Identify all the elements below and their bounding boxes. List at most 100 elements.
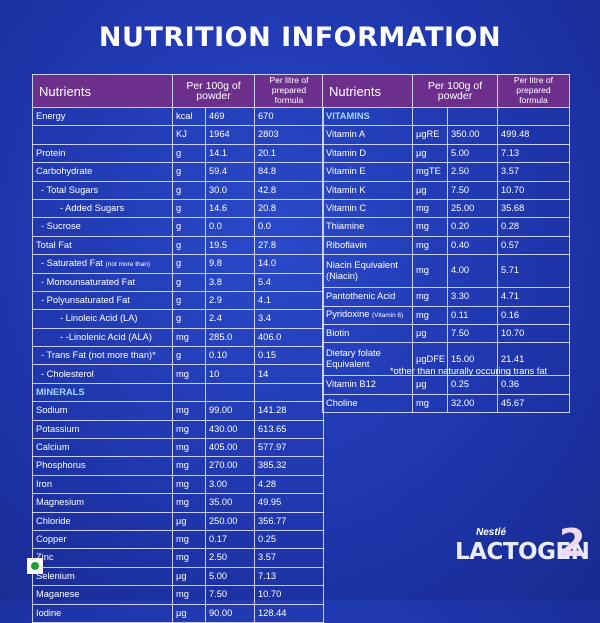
nutrient-label: Maganese	[36, 589, 80, 600]
empty-cell	[205, 382, 255, 403]
table-row: Carbohydrate g 59.4 84.8	[32, 162, 324, 182]
unit: g	[172, 309, 206, 329]
per-100g-value: 350.00	[447, 125, 498, 145]
per-100g-value: 35.00	[205, 493, 255, 513]
per-litre-value: 0.15	[254, 346, 324, 366]
unit: µg	[172, 603, 206, 623]
unit: mg	[172, 327, 206, 348]
table-row: Vitamin C mg 25.00 35.68	[322, 198, 570, 219]
per-litre-value: 613.65	[254, 419, 324, 440]
nutrient-name: Vitamin B12	[322, 375, 413, 395]
nutrient-name: Vitamin C	[322, 198, 413, 219]
nutrient-name: - -Linolenic Acid (ALA)	[32, 327, 173, 348]
nutrient-label: Riboflavin	[326, 239, 367, 250]
unit: g	[172, 290, 206, 311]
per-100g-value: 2.50	[205, 548, 255, 568]
table-row: Niacin Equivalent (Niacin) mg 4.00 5.71	[322, 254, 570, 289]
nutrient-name: Sodium	[32, 401, 173, 421]
table-row: KJ 1964 2803	[32, 125, 324, 145]
nutrient-label: Niacin Equivalent (Niacin)	[326, 259, 398, 282]
per-litre-value: 3.57	[254, 548, 324, 568]
per-100g-value: 5.00	[447, 143, 498, 164]
per-100g-value: 14.1	[205, 143, 255, 164]
per-100g-value: 3.30	[447, 287, 498, 307]
nutrient-label: - Cholesterol	[41, 368, 94, 379]
nutrient-label: - Saturated Fat	[41, 258, 104, 269]
unit: mg	[412, 198, 448, 219]
unit: g	[172, 162, 206, 182]
per-litre-value: 5.4	[254, 272, 324, 292]
table-row: - Trans Fat (not more than)* g 0.10 0.15	[32, 346, 324, 366]
per-litre-value: 0.28	[497, 217, 570, 237]
per-litre-value: 4.71	[497, 287, 570, 307]
nutrient-label: Vitamin E	[326, 166, 366, 177]
nutrient-label: Carbohydrate	[36, 166, 93, 177]
nutrient-label: Vitamin C	[326, 203, 367, 213]
nutrient-name: Zinc	[32, 548, 173, 568]
nutrient-name: Vitamin E	[322, 162, 413, 182]
per-100g-value: 0.0	[205, 217, 255, 237]
nutrient-name: - Polyunsaturated Fat	[32, 290, 173, 311]
nutrient-label: Vitamin D	[326, 147, 367, 158]
table-row: Magnesium mg 35.00 49.95	[32, 493, 324, 513]
table-row: Potassium mg 430.00 613.65	[32, 419, 324, 440]
per-litre-value: 20.1	[254, 143, 324, 164]
table-row: - Sucrose g 0.0 0.0	[32, 217, 324, 237]
per-litre-value: 14	[254, 364, 324, 384]
per-litre-value: 0.0	[254, 217, 324, 237]
per-litre-value: 84.8	[254, 162, 324, 182]
nutrient-name: Niacin Equivalent (Niacin)	[322, 254, 413, 289]
per-100g-value: 2.4	[205, 309, 255, 329]
trans-fat-footnote: *other than naturally occuring trans fat	[390, 366, 548, 376]
unit: mg	[412, 235, 448, 256]
per-litre-value: 5.71	[497, 254, 570, 289]
per-litre-value: 577.97	[254, 438, 324, 458]
unit: g	[172, 217, 206, 237]
unit: KJ	[172, 125, 206, 145]
per-100g-value: 32.00	[447, 393, 498, 414]
nutrient-label: Pyridoxine	[326, 309, 370, 320]
per-litre-value: 670	[254, 106, 324, 127]
empty-cell	[497, 106, 570, 127]
minerals-section-label: MINERALS	[32, 382, 173, 403]
nutrient-name: Vitamin A	[322, 125, 413, 145]
per-litre-header: Per litre of prepared formula	[497, 74, 570, 108]
empty-cell	[412, 106, 448, 127]
nutrient-name: - Sucrose	[32, 217, 173, 237]
per-100g-value: 7.50	[447, 323, 498, 344]
table-row: Vitamin B12 µg 0.25 0.36	[322, 375, 570, 395]
table-row: Selenium µg 5.00 7.13	[32, 566, 324, 587]
nutrient-label: - Polyunsaturated Fat	[41, 294, 130, 305]
per-litre-value: 0.25	[254, 529, 324, 550]
nutrient-name: Choline	[322, 393, 413, 414]
nutrient-label: - -Linolenic Acid (ALA)	[60, 331, 152, 342]
per-100g-value: 0.40	[447, 235, 498, 256]
table-row: - Cholesterol mg 10 14	[32, 364, 324, 384]
nutrient-label: Magnesium	[36, 497, 85, 508]
table-row: Energy kcal 469 670	[32, 106, 324, 127]
per-litre-value: 27.8	[254, 235, 324, 256]
unit: mg	[172, 438, 206, 458]
per-litre-value: 49.95	[254, 493, 324, 513]
table-row: Zinc mg 2.50 3.57	[32, 548, 324, 568]
nutrient-name: Copper	[32, 529, 173, 550]
nutrients-header: Nutrients	[322, 74, 413, 108]
per-100g-value: 250.00	[205, 511, 255, 531]
table-row: Vitamin D µg 5.00 7.13	[322, 143, 570, 164]
table-row: Iodine µg 90.00 128.44	[32, 603, 324, 623]
section-row: VITAMINS	[322, 106, 570, 127]
table-row: Pyridoxine (Vitamin 6) mg 0.11 0.16	[322, 305, 570, 325]
table-row: Copper mg 0.17 0.25	[32, 529, 324, 550]
per-100g-value: 7.50	[447, 180, 498, 200]
nutrient-label: Total Fat	[36, 239, 72, 250]
per-litre-value: 7.13	[497, 143, 570, 164]
table-row: Iron mg 3.00 4.28	[32, 474, 324, 495]
per-100g-value: 9.8	[205, 254, 255, 274]
per-100g-value: 3.00	[205, 474, 255, 495]
per-100g-value: 0.25	[447, 375, 498, 395]
unit: µg	[412, 375, 448, 395]
nutrient-name: Riboflavin	[322, 235, 413, 256]
unit: g	[172, 143, 206, 164]
per-litre-value: 4.28	[254, 474, 324, 495]
nutrient-label: Zinc	[36, 552, 54, 563]
